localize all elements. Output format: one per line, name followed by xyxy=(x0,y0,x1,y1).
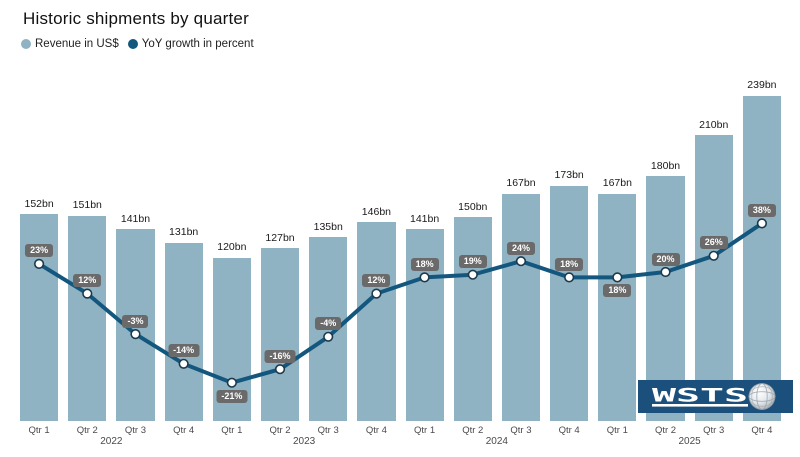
revenue-value-label: 127bn xyxy=(265,231,295,244)
yoy-value-badge: -4% xyxy=(315,317,342,331)
yoy-value-badge: 12% xyxy=(73,274,102,288)
revenue-value-label: 239bn xyxy=(747,79,777,92)
x-axis-quarter-label: Qtr 4 xyxy=(751,424,773,436)
legend: Revenue in US$ YoY growth in percent xyxy=(21,38,254,50)
revenue-value-label: 180bn xyxy=(650,159,681,172)
x-axis-quarter-label: Qtr 3 xyxy=(317,424,339,436)
yoy-value-badge: -3% xyxy=(122,314,149,328)
revenue-value-label: 210bn xyxy=(699,118,729,131)
yoy-value-badge: 18% xyxy=(603,284,632,298)
x-axis-quarter-label: Qtr 2 xyxy=(654,424,677,436)
yoy-legend-dot-icon xyxy=(127,39,138,49)
revenue-bar xyxy=(742,95,781,421)
revenue-bar xyxy=(453,217,492,421)
x-axis-quarter-label: Qtr 3 xyxy=(510,424,532,436)
logo-text: WSTS xyxy=(652,385,748,407)
yoy-value-badge: 18% xyxy=(555,257,584,271)
revenue-value-label: 141bn xyxy=(409,212,440,225)
yoy-value-badge: -14% xyxy=(168,344,200,358)
revenue-bar xyxy=(694,135,733,421)
revenue-value-label: 135bn xyxy=(313,220,343,233)
x-axis-quarter-label: Qtr 3 xyxy=(703,424,725,436)
revenue-value-label: 151bn xyxy=(72,199,102,212)
legend-item-revenue: Revenue in US$ xyxy=(21,38,119,50)
yoy-value-badge: 38% xyxy=(747,203,776,217)
x-axis-year-label: 2025 xyxy=(678,436,701,447)
revenue-bar xyxy=(260,248,300,421)
x-axis-quarter-label: Qtr 1 xyxy=(414,424,436,436)
revenue-value-label: 173bn xyxy=(554,169,584,182)
x-axis-quarter-label: Qtr 1 xyxy=(221,424,243,436)
x-axis-year-label: 2024 xyxy=(485,436,508,447)
x-axis-quarter-label: Qtr 4 xyxy=(558,424,580,436)
revenue-bar xyxy=(501,193,541,421)
x-axis-quarter-label: Qtr 1 xyxy=(606,424,628,436)
yoy-value-badge: 18% xyxy=(410,257,439,271)
revenue-value-label: 131bn xyxy=(169,226,199,239)
globe-icon xyxy=(748,383,776,410)
x-axis-year-label: 2022 xyxy=(100,436,123,447)
logo-underline xyxy=(652,404,748,407)
legend-label-yoy: YoY growth in percent xyxy=(141,38,254,50)
revenue-legend-dot-icon xyxy=(21,39,31,49)
yoy-value-badge: 20% xyxy=(651,252,680,266)
revenue-value-label: 141bn xyxy=(120,212,151,225)
revenue-value-label: 120bn xyxy=(217,241,247,254)
revenue-bar xyxy=(550,185,589,421)
revenue-value-label: 150bn xyxy=(458,200,488,213)
x-axis-quarter-label: Qtr 1 xyxy=(28,424,50,436)
yoy-value-badge: 24% xyxy=(506,241,535,255)
revenue-value-label: 167bn xyxy=(602,177,632,190)
yoy-value-badge: 26% xyxy=(699,236,728,250)
revenue-value-label: 167bn xyxy=(506,177,536,190)
x-axis-quarter-label: Qtr 2 xyxy=(76,424,98,436)
x-axis-quarter-label: Qtr 4 xyxy=(173,424,195,436)
revenue-value-label: 146bn xyxy=(361,205,392,218)
revenue-bar xyxy=(598,193,637,421)
revenue-bar xyxy=(68,215,107,421)
revenue-bar xyxy=(357,222,396,421)
legend-label-revenue: Revenue in US$ xyxy=(35,38,119,50)
x-axis-quarter-label: Qtr 2 xyxy=(462,424,484,436)
revenue-bar xyxy=(164,242,203,421)
yoy-value-badge: 19% xyxy=(458,255,487,269)
x-axis-year-label: 2023 xyxy=(293,436,316,447)
wsts-logo: WSTS xyxy=(638,380,793,413)
yoy-value-badge: 12% xyxy=(362,274,391,288)
revenue-value-label: 152bn xyxy=(24,197,54,210)
yoy-value-badge: 23% xyxy=(25,244,54,258)
x-axis-quarter-label: Qtr 3 xyxy=(124,424,147,436)
yoy-value-badge: -21% xyxy=(216,389,248,403)
legend-item-yoy: YoY growth in percent xyxy=(127,38,254,50)
yoy-value-badge: -16% xyxy=(264,349,296,363)
x-axis-quarter-label: Qtr 2 xyxy=(269,424,291,436)
chart-title: Historic shipments by quarter xyxy=(23,9,249,28)
x-axis-quarter-label: Qtr 4 xyxy=(365,424,387,436)
